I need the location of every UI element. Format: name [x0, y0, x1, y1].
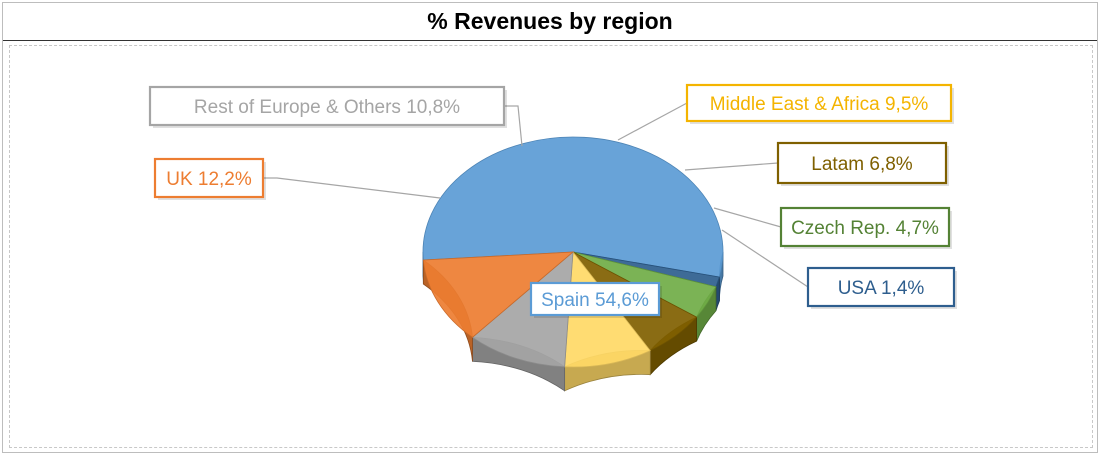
- label-box-uk: [153, 157, 265, 199]
- chart-title: % Revenues by region: [427, 8, 673, 34]
- leader-line-latam: [684, 162, 779, 171]
- data-label-uk: UK 12,2%: [166, 169, 252, 190]
- data-label-czech-rep-: Czech Rep. 4,7%: [791, 218, 939, 239]
- leader-line-middle-east-africa: [617, 102, 688, 141]
- pie-slice-spain: [422, 136, 724, 278]
- data-label-middle-east-africa: Middle East & Africa 9,5%: [710, 94, 929, 115]
- label-box-rest-of-europe-others: [148, 85, 506, 127]
- leader-line-usa: [721, 229, 809, 288]
- leader-line-uk: [263, 177, 441, 199]
- label-box-latam: [776, 141, 948, 185]
- label-box-middle-east-africa: [685, 83, 953, 123]
- data-labels: Spain 54,6% USA 1,4% Czech Rep. 4,7% Latam …: [148, 83, 957, 318]
- leader-line-rest-of-europe-others: [504, 105, 523, 147]
- pie-slice-rest-of-europe-others: [471, 251, 574, 368]
- data-label-spain: Spain 54,6%: [541, 290, 649, 311]
- plot-area: [9, 45, 1093, 448]
- label-box-spain: [529, 281, 661, 317]
- data-label-rest-of-europe-others: Rest of Europe & Others 10,8%: [194, 97, 460, 118]
- pie-slice-uk: [422, 251, 575, 338]
- pie-top: [422, 136, 724, 368]
- label-box-usa: [806, 266, 956, 308]
- label-box-czech-rep-: [779, 206, 951, 248]
- title-bar: % Revenues by region: [3, 3, 1097, 41]
- leader-line-czech-rep-: [713, 207, 782, 228]
- data-label-usa: USA 1,4%: [838, 278, 925, 299]
- data-label-latam: Latam 6,8%: [811, 154, 912, 175]
